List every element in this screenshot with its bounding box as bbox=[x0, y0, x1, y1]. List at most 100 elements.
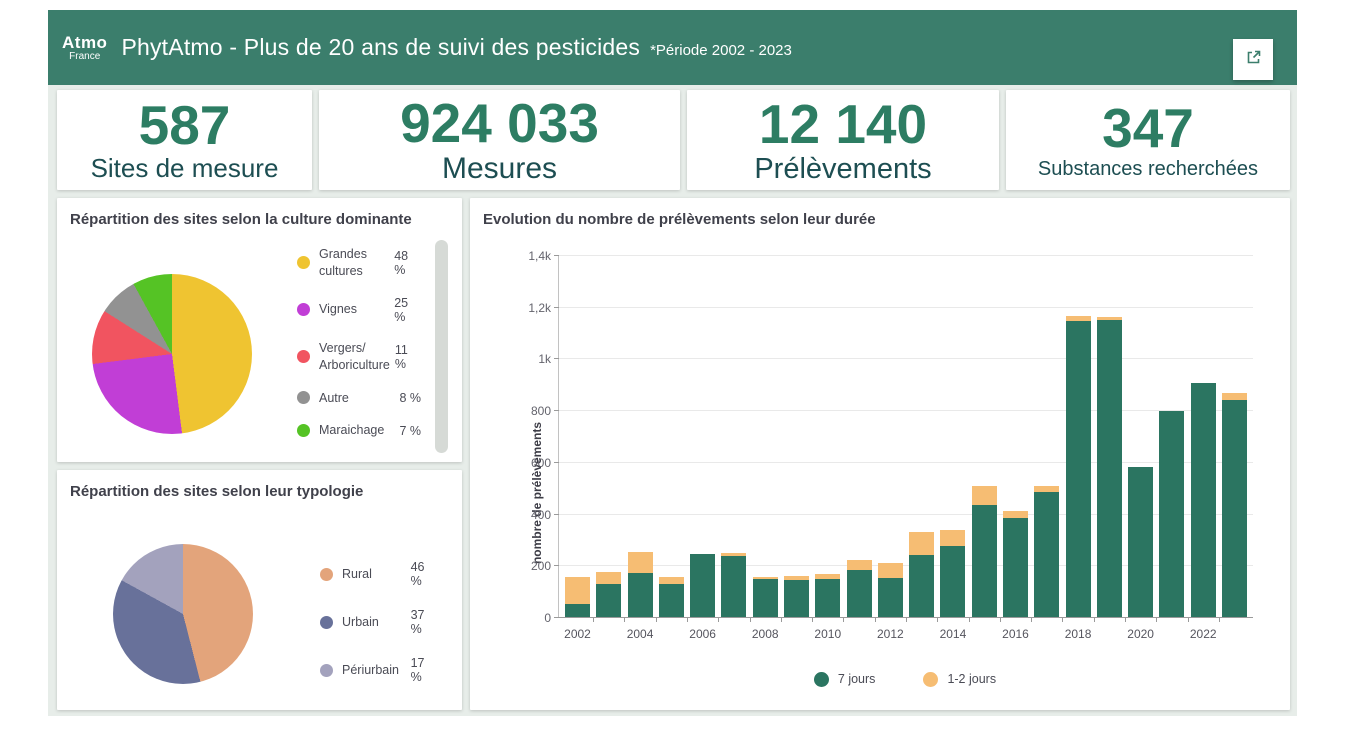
logo-text-france: France bbox=[69, 50, 101, 62]
bar-2018[interactable] bbox=[1065, 315, 1091, 617]
legend-swatch-icon bbox=[320, 615, 333, 629]
legend-scrollbar[interactable] bbox=[435, 240, 448, 453]
bar-2002[interactable] bbox=[565, 577, 590, 617]
bar-2006[interactable] bbox=[690, 553, 716, 617]
bar-segment-7-jours[interactable] bbox=[784, 580, 809, 617]
bar-2011[interactable] bbox=[846, 560, 872, 617]
bar-2012[interactable] bbox=[877, 562, 903, 617]
legend-label: Périurbain bbox=[342, 662, 399, 677]
bar-2022[interactable] bbox=[1190, 383, 1216, 617]
kpi-card-prelevements: 12 140 Prélèvements bbox=[687, 90, 999, 190]
bar-2005[interactable] bbox=[658, 577, 684, 617]
bar-2017[interactable] bbox=[1034, 486, 1060, 617]
bar-segment-7-jours[interactable] bbox=[1034, 491, 1060, 617]
bar-2023[interactable] bbox=[1222, 393, 1247, 617]
x-axis-tick bbox=[593, 617, 595, 622]
bar-segment-7-jours[interactable] bbox=[877, 578, 903, 617]
bar-segment-7-jours[interactable] bbox=[1128, 467, 1154, 617]
y-axis-tick bbox=[554, 358, 559, 360]
bar-segment-7-jours[interactable] bbox=[596, 583, 622, 617]
bar-segment-7-jours[interactable] bbox=[1065, 320, 1091, 617]
bar-segment-7-jours[interactable] bbox=[1190, 383, 1216, 617]
y-axis-title: nombre de prélèvements bbox=[530, 421, 544, 565]
bar-segment-1-2-jours[interactable] bbox=[815, 574, 841, 580]
bar-segment-7-jours[interactable] bbox=[1159, 411, 1185, 617]
open-external-button[interactable] bbox=[1233, 39, 1273, 80]
bar-2004[interactable] bbox=[627, 552, 653, 617]
bar-segment-1-2-jours[interactable] bbox=[596, 572, 622, 584]
legend-swatch-icon bbox=[320, 567, 333, 581]
pie-chart-typologie[interactable] bbox=[113, 544, 253, 684]
bar-segment-7-jours[interactable] bbox=[658, 583, 684, 617]
panel-pie-culture: Répartition des sites selon la culture d… bbox=[57, 198, 462, 462]
dashboard: Atmo France PhytAtmo - Plus de 20 ans de… bbox=[48, 10, 1297, 716]
bar-2007[interactable] bbox=[721, 553, 747, 617]
gridline bbox=[559, 358, 1253, 360]
bar-segment-1-2-jours[interactable] bbox=[1034, 486, 1060, 492]
bar-2020[interactable] bbox=[1128, 467, 1154, 617]
pie-legend-typologie: Rural 46 % Urbain 37 % Périurbain 17 % bbox=[320, 560, 435, 704]
x-axis-tick bbox=[718, 617, 720, 622]
kpi-card-substances: 347 Substances recherchées bbox=[1006, 90, 1290, 190]
legend-item: Autre 8 % bbox=[297, 390, 421, 407]
bar-2008[interactable] bbox=[752, 576, 778, 617]
bar-segment-7-jours[interactable] bbox=[565, 604, 590, 617]
x-axis-tick bbox=[812, 617, 814, 622]
bar-segment-1-2-jours[interactable] bbox=[658, 577, 684, 584]
x-axis-tick bbox=[843, 617, 845, 622]
bar-2016[interactable] bbox=[1003, 511, 1028, 617]
bar-segment-1-2-jours[interactable] bbox=[909, 531, 935, 555]
x-axis-tick bbox=[1093, 617, 1095, 622]
kpi-value: 924 033 bbox=[400, 92, 599, 155]
legend-item: 1-2 jours bbox=[923, 671, 996, 688]
bar-2015[interactable] bbox=[971, 486, 997, 617]
bar-segment-1-2-jours[interactable] bbox=[877, 562, 903, 579]
bar-2019[interactable] bbox=[1096, 317, 1122, 617]
bar-segment-1-2-jours[interactable] bbox=[940, 530, 966, 546]
bar-segment-1-2-jours[interactable] bbox=[971, 486, 997, 505]
bar-segment-7-jours[interactable] bbox=[971, 504, 997, 617]
x-axis-tick bbox=[687, 617, 688, 622]
bar-segment-1-2-jours[interactable] bbox=[784, 575, 809, 581]
x-axis-tick bbox=[1125, 617, 1126, 622]
pie-chart-culture[interactable] bbox=[92, 274, 252, 434]
legend-value: 7 % bbox=[399, 423, 421, 438]
bar-2013[interactable] bbox=[909, 531, 935, 617]
legend-label: Rural bbox=[342, 566, 372, 581]
bar-2014[interactable] bbox=[940, 530, 966, 617]
x-axis-tick bbox=[1031, 617, 1033, 622]
bar-segment-7-jours[interactable] bbox=[690, 553, 716, 617]
bar-segment-7-jours[interactable] bbox=[815, 579, 841, 617]
bar-segment-7-jours[interactable] bbox=[627, 573, 653, 617]
y-axis-tick bbox=[554, 461, 559, 463]
bar-2003[interactable] bbox=[596, 572, 622, 617]
bar-segment-1-2-jours[interactable] bbox=[1065, 315, 1091, 321]
bar-segment-7-jours[interactable] bbox=[846, 569, 872, 617]
bar-segment-7-jours[interactable] bbox=[1096, 319, 1122, 617]
panel-title: Répartition des sites selon leur typolog… bbox=[70, 483, 364, 500]
legend-swatch-icon bbox=[813, 671, 829, 687]
bar-segment-1-2-jours[interactable] bbox=[627, 552, 653, 573]
bar-segment-1-2-jours[interactable] bbox=[565, 577, 590, 605]
bar-segment-7-jours[interactable] bbox=[1003, 517, 1028, 617]
bar-segment-1-2-jours[interactable] bbox=[752, 576, 778, 579]
bar-segment-7-jours[interactable] bbox=[721, 556, 747, 617]
y-axis-tick-label: 400 bbox=[530, 507, 551, 522]
x-axis-tick-label: 2004 bbox=[626, 627, 654, 641]
x-axis-tick bbox=[655, 617, 657, 622]
bar-segment-1-2-jours[interactable] bbox=[1003, 511, 1028, 518]
legend-label: Urbain bbox=[342, 614, 379, 629]
bar-2010[interactable] bbox=[815, 574, 841, 617]
kpi-value: 12 140 bbox=[758, 92, 928, 155]
bar-segment-7-jours[interactable] bbox=[1222, 399, 1247, 617]
bar-segment-7-jours[interactable] bbox=[940, 545, 966, 617]
bar-2009[interactable] bbox=[784, 575, 809, 617]
bar-segment-1-2-jours[interactable] bbox=[846, 560, 872, 570]
bar-2021[interactable] bbox=[1159, 411, 1185, 617]
bar-segment-1-2-jours[interactable] bbox=[1096, 317, 1122, 320]
bar-segment-1-2-jours[interactable] bbox=[1222, 393, 1247, 400]
bar-segment-1-2-jours[interactable] bbox=[721, 553, 747, 557]
bar-segment-7-jours[interactable] bbox=[909, 554, 935, 617]
bar-segment-7-jours[interactable] bbox=[752, 578, 778, 617]
gridline bbox=[559, 513, 1253, 515]
